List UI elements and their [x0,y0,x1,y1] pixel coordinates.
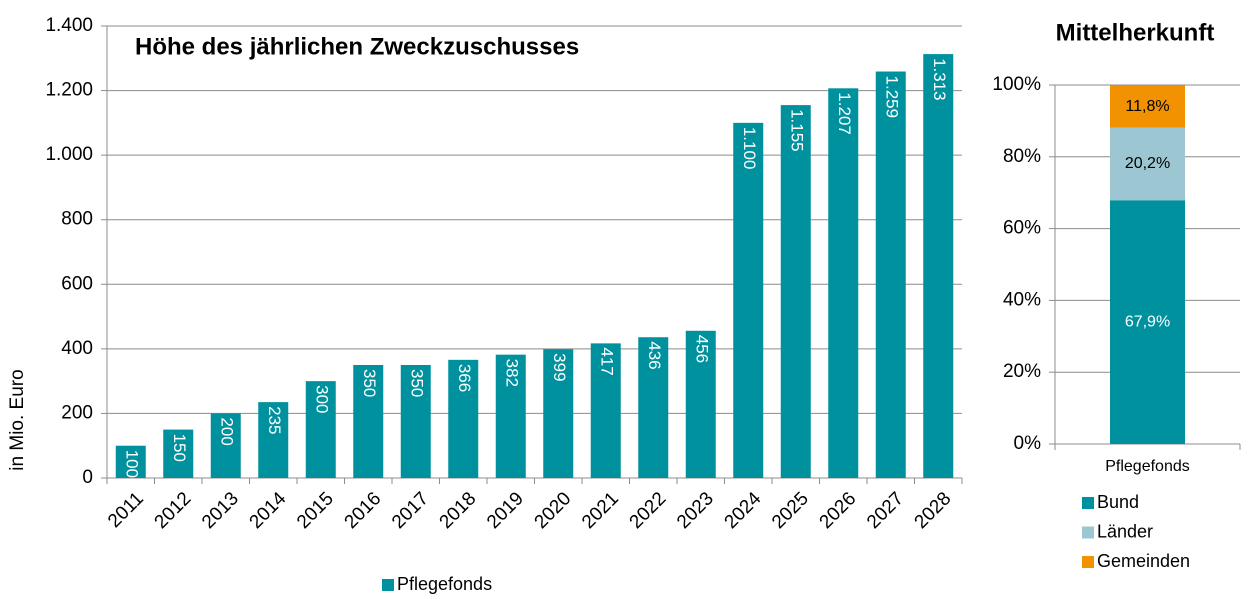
data-label: 1.207 [835,92,854,135]
data-label: 67,9% [1125,313,1170,330]
data-label: 399 [550,353,569,381]
x-tick-label: 2019 [483,488,528,533]
x-tick-label: 2012 [151,488,196,533]
bar [780,105,811,478]
bar [163,429,194,478]
data-label: 20,2% [1125,155,1170,172]
x-tick-label: 2016 [341,488,386,533]
y-tick-label: 60% [1003,218,1041,239]
bar [638,337,669,478]
bar [495,354,526,478]
bar [1110,127,1185,201]
bar [400,365,431,478]
y-tick-label: 100% [992,74,1041,95]
bar [1110,200,1185,444]
y-tick-label: 1.000 [45,144,93,165]
bar [115,445,146,478]
legend-swatch [1082,556,1094,568]
legend-label: Gemeinden [1097,551,1190,571]
bar [543,349,574,478]
y-tick-label: 1.400 [45,15,93,36]
x-tick-label: 2022 [626,488,671,533]
x-tick-label: 2028 [911,488,956,533]
y-tick-label: 40% [1003,289,1041,310]
data-label: 1.100 [740,127,759,170]
y-tick-label: 1.200 [45,80,93,101]
data-label: 235 [265,406,284,434]
x-tick-label: 2020 [531,488,576,533]
bar [1110,85,1185,128]
y-tick-label: 0 [82,467,93,488]
x-tick-label: 2027 [863,488,908,533]
data-label: 350 [407,369,426,397]
data-label: 350 [360,369,379,397]
x-tick-label: 2013 [198,488,243,533]
x-tick-label: 2015 [293,488,338,533]
data-label: 1.155 [787,109,806,152]
y-tick-label: 0% [1014,433,1042,454]
x-tick-label: 2018 [436,488,481,533]
y-tick-label: 800 [61,209,93,230]
legend-swatch [382,579,394,591]
data-label: 150 [170,434,189,462]
data-label: 11,8% [1125,98,1169,115]
x-tick-label: 2014 [246,488,291,533]
x-tick-label: 2026 [816,488,861,533]
data-label: 1.313 [930,58,949,101]
y-tick-label: 20% [1003,361,1041,382]
data-label: 436 [645,341,664,369]
data-label: 417 [597,347,616,375]
legend-label: Länder [1097,521,1153,541]
bar [590,343,621,478]
data-label: 300 [312,385,331,413]
bar [685,330,716,478]
bar [733,122,764,478]
x-tick-label: 2024 [721,488,766,533]
data-label: 382 [502,359,521,387]
data-label: 200 [217,417,236,445]
bar [258,402,289,478]
bar [305,381,336,478]
legend-label: Bund [1097,492,1139,512]
x-tick-label: 2023 [673,488,718,533]
x-tick-label: 2011 [104,488,148,532]
y-tick-label: 200 [61,402,93,423]
legend-swatch [1082,497,1094,509]
x-tick-label: 2025 [768,488,813,533]
x-tick-label: 2021 [578,488,623,533]
y-tick-label: 80% [1003,146,1041,167]
y-tick-label: 600 [61,273,93,294]
y-tick-label: 400 [61,338,93,359]
bar [828,88,859,478]
legend-label: Pflegefonds [397,574,492,594]
chart-title: Mittelherkunft [1056,19,1215,46]
data-label: 100 [122,450,141,478]
data-label: 366 [455,364,474,392]
bar [210,413,241,478]
y-axis-label: in Mio. Euro [7,369,28,470]
data-label: 456 [692,335,711,363]
data-label: 1.259 [882,76,901,119]
x-tick-label: Pflegefonds [1105,458,1190,475]
bar [923,54,954,479]
legend-swatch [1082,526,1094,539]
bar [448,359,479,478]
chart-title: Höhe des jährlichen Zweckzuschusses [135,33,579,60]
bar [875,71,906,478]
x-tick-label: 2017 [388,488,433,533]
bar [353,365,384,478]
